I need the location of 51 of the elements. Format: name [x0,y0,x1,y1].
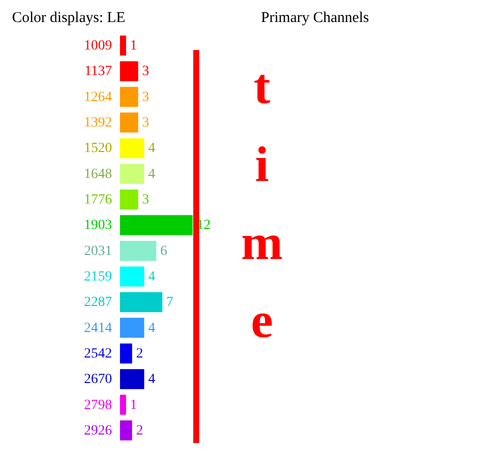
data-label: 3 [142,90,150,105]
text: Primary Channels [261,10,370,26]
y-tick-label: 1903 [84,218,112,234]
data-label: 4 [148,269,156,284]
y-tick-label: 2926 [84,423,112,438]
bar [120,369,144,390]
bar [120,215,193,236]
data-label: 6 [160,244,168,259]
y-tick-label: 1009 [84,38,112,54]
ref-line-label: time [241,58,283,348]
bar [120,36,126,56]
bar [120,164,144,184]
y-tick-label: 2542 [84,346,112,362]
y-tick-label: 1776 [84,192,112,208]
y-tick-label: 2159 [84,269,112,284]
y-tick-label: 1392 [84,116,112,131]
chart-title: Color displays: LE [12,10,126,26]
data-label: 1 [130,398,138,413]
y-tick-label: 2031 [84,244,112,259]
bar [120,86,138,107]
y-tick-label: 1137 [84,64,112,80]
bar [120,240,156,261]
y-tick-label: 1264 [84,90,112,105]
bar [120,343,132,364]
bar [120,318,144,338]
bar [120,266,144,286]
bar [120,138,144,158]
y-tick-label: 2670 [84,372,112,388]
data-label: 4 [148,166,156,182]
data-label: 3 [142,192,150,208]
y-tick-label: 2287 [84,295,112,310]
data-label: 4 [148,141,156,156]
data-label: 4 [148,320,156,336]
bar [120,61,138,82]
y-tick-label: 1648 [84,166,112,182]
data-label: 4 [148,372,156,388]
bar [120,292,162,312]
data-label: 7 [166,295,174,310]
bar [120,394,126,415]
y-tick-label: 2798 [84,398,112,413]
bar [120,112,138,133]
data-label: 2 [136,423,144,438]
data-label: 3 [142,64,150,80]
bar [120,190,138,210]
bar [120,420,132,440]
y-tick-label: 2414 [84,320,112,336]
y-tick-label: 1520 [84,141,112,156]
data-label: 3 [142,116,150,131]
data-label: 2 [136,346,144,362]
data-label: 1 [130,38,138,54]
data-label: 12 [196,218,211,234]
